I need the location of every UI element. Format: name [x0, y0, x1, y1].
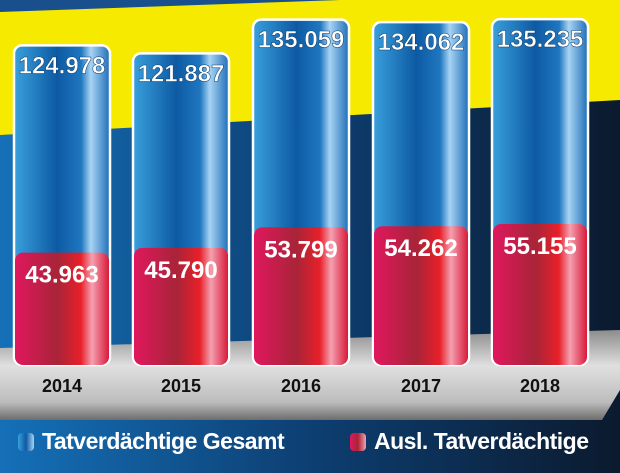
legend-item-ausl: Ausl. Tatverdächtige [350, 428, 589, 455]
label-ausl-2017: 54.262 [384, 235, 457, 262]
bar-ausl-2018 [493, 223, 587, 365]
label-ausl-2018: 55.155 [503, 233, 576, 260]
label-ausl-2016: 53.799 [264, 236, 337, 263]
label-gesamt-2014: 124.978 [19, 52, 106, 79]
bar-ausl-2014 [15, 252, 109, 365]
label-ausl-2015: 45.790 [144, 257, 217, 284]
legend-label-ausl: Ausl. Tatverdächtige [374, 428, 589, 454]
x-tick-2017: 2017 [401, 376, 441, 396]
x-tick-2016: 2016 [281, 376, 321, 396]
legend-swatch-red [350, 432, 366, 451]
legend-label-gesamt: Tatverdächtige Gesamt [42, 428, 285, 454]
bar-ausl-2017 [374, 226, 468, 365]
bar-ausl-2016 [254, 227, 348, 365]
x-tick-2015: 2015 [161, 376, 201, 396]
label-gesamt-2016: 135.059 [258, 27, 345, 54]
label-gesamt-2015: 121.887 [138, 60, 225, 87]
legend-swatch-blue [18, 432, 34, 451]
label-gesamt-2017: 134.062 [378, 29, 465, 56]
x-tick-2014: 2014 [42, 376, 82, 396]
x-tick-2018: 2018 [520, 376, 560, 396]
bar-ausl-2015 [134, 247, 228, 365]
label-ausl-2014: 43.963 [25, 262, 98, 289]
legend-item-gesamt: Tatverdächtige Gesamt [18, 428, 285, 455]
label-gesamt-2018: 135.235 [497, 26, 584, 53]
